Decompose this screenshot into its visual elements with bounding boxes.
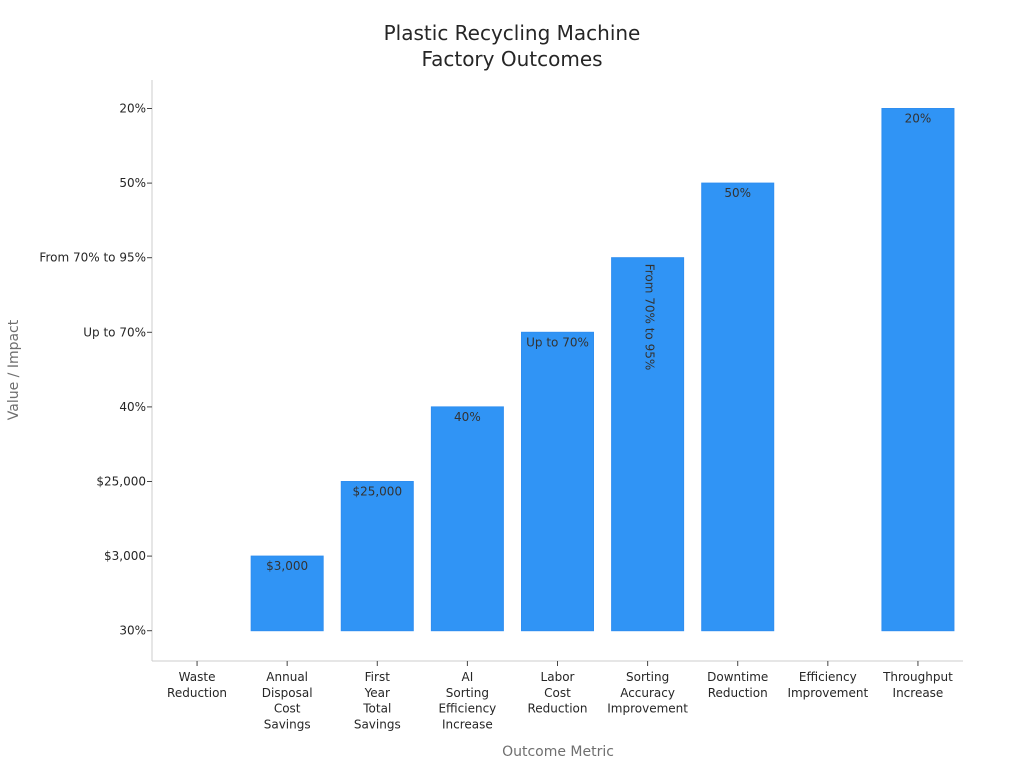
y-tick-label: $3,000 [104,549,146,563]
y-ticks-group: 20% 50% From 70% to 95% Up to 70% 40% $25,000… [39,102,152,638]
x-tick-label-line: Downtime [707,670,768,684]
x-tick-label-line: Improvement [787,686,868,700]
x-tick-label-line: First [365,670,391,684]
chart-title-line: Plastic Recycling Machine [384,21,641,45]
x-tick-label: AI Sorting Efficiency Increase [438,670,496,731]
bar-data-label: 20% [905,112,932,126]
bar [701,182,775,632]
x-tick-label-line: Sorting [446,686,489,700]
x-tick-label-line: Increase [442,717,493,731]
x-tick-label-line: Reduction [528,702,588,716]
x-tick-label-line: Labor [541,670,575,684]
x-tick-label-line: Total [362,702,391,716]
x-tick-label-line: Savings [354,717,401,731]
x-tick-label-line: Disposal [262,686,313,700]
y-tick-label: 50% [119,176,146,190]
bar-data-label: From 70% to 95% [643,264,657,371]
y-tick-label: 30% [119,624,146,638]
y-tick-label: 20% [119,102,146,116]
x-tick-label: Waste Reduction [167,670,227,700]
bar [611,257,685,632]
bar-data-label: $25,000 [352,485,402,499]
chart-title: Plastic Recycling Machine Factory Outcome… [384,21,641,71]
y-tick-label: Up to 70% [83,325,146,339]
x-tick-label: Downtime Reduction [707,670,768,700]
y-tick-label: 40% [119,400,146,414]
bar-data-label: Up to 70% [526,335,589,349]
x-tick-label-line: Annual [266,670,308,684]
x-tick-label-line: AI [462,670,474,684]
bar [250,555,324,632]
y-tick-label: $25,000 [96,475,146,489]
chart-title-line: Factory Outcomes [421,47,602,71]
bar [521,331,594,632]
bars-group [250,108,955,632]
y-axis-title: Value / Impact [6,319,22,420]
x-tick-label-line: Improvement [607,702,688,716]
x-tick-label-line: Throughput [882,670,953,684]
x-tick-label-line: Savings [264,717,311,731]
x-tick-label: Efficiency Improvement [787,670,868,700]
x-tick-label: Annual Disposal Cost Savings [262,670,313,731]
x-tick-label: First Year Total Savings [354,670,401,731]
x-tick-label-line: Cost [544,686,571,700]
bar [430,406,504,632]
x-tick-label-line: Year [364,686,390,700]
x-tick-label-line: Cost [274,702,301,716]
bar [340,481,414,632]
bar [881,108,955,632]
bar-data-label: $3,000 [266,559,308,573]
x-tick-label: Sorting Accuracy Improvement [607,670,688,716]
x-tick-label-line: Sorting [626,670,669,684]
x-tick-label-line: Efficiency [799,670,857,684]
x-tick-label-line: Accuracy [620,686,675,700]
x-axis-title: Outcome Metric [502,744,614,760]
x-tick-label-line: Reduction [708,686,768,700]
bar-labels-group: $3,000 $25,000 40% Up to 70% From 70% to 95%… [266,112,931,574]
bar-data-label: 40% [454,410,481,424]
x-tick-label-line: Waste [179,670,216,684]
bar-data-label: 50% [724,186,751,200]
x-tick-label: Labor Cost Reduction [528,670,588,716]
x-tick-label-line: Efficiency [438,702,496,716]
y-tick-label: From 70% to 95% [39,251,146,265]
x-tick-label: Throughput Increase [882,670,953,700]
x-tick-label-line: Reduction [167,686,227,700]
x-tick-label-line: Increase [893,686,944,700]
